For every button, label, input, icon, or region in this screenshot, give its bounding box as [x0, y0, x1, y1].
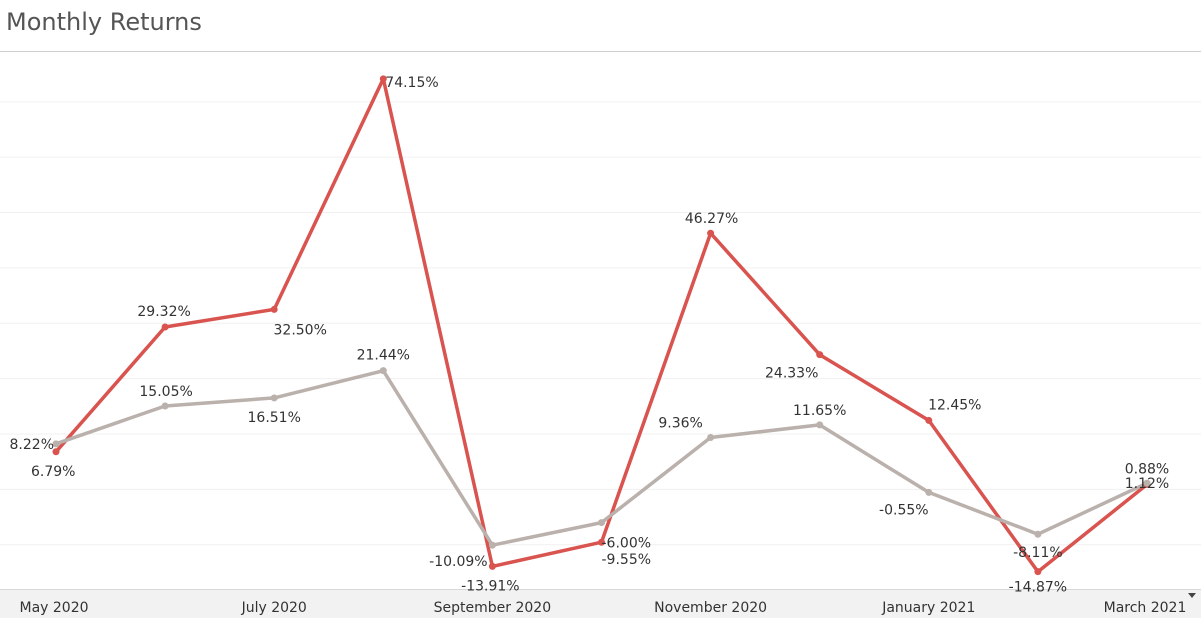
data-label: -8.11%	[1013, 545, 1063, 561]
data-point[interactable]	[161, 402, 169, 410]
title-divider	[0, 51, 1201, 52]
data-label: 29.32%	[137, 304, 190, 320]
axis-menu-chevron-down-icon[interactable]	[1188, 593, 1196, 598]
data-point[interactable]	[816, 421, 824, 429]
data-label: -13.91%	[461, 578, 519, 594]
data-point[interactable]	[52, 448, 60, 456]
data-label: 46.27%	[685, 211, 738, 227]
x-tick-label: November 2020	[654, 600, 767, 616]
data-point[interactable]	[1034, 530, 1042, 538]
data-point[interactable]	[816, 351, 824, 359]
series-line-1[interactable]	[54, 368, 1149, 547]
data-label: 1.12%	[1125, 476, 1169, 492]
data-label: 16.51%	[248, 410, 301, 426]
data-point[interactable]	[379, 75, 387, 83]
data-point[interactable]	[925, 416, 933, 424]
data-label: -6.00%	[602, 536, 652, 552]
x-axis-band	[0, 589, 1201, 618]
x-tick-label: March 2021	[1104, 600, 1187, 616]
data-label: -14.87%	[1009, 580, 1067, 596]
data-label: 24.33%	[765, 366, 818, 382]
data-point[interactable]	[707, 229, 715, 237]
chart-title: Monthly Returns	[6, 8, 202, 36]
data-point[interactable]	[1034, 568, 1042, 576]
series-line-0[interactable]	[54, 77, 1149, 574]
data-label: 6.79%	[31, 464, 75, 480]
data-point[interactable]	[1143, 479, 1151, 487]
data-label: 74.15%	[385, 75, 438, 91]
x-tick-label: January 2021	[881, 600, 975, 616]
data-point[interactable]	[598, 519, 605, 527]
data-point[interactable]	[161, 323, 169, 331]
data-label: -0.55%	[879, 502, 929, 518]
data-label: 8.22%	[10, 437, 54, 453]
data-point[interactable]	[270, 305, 278, 313]
data-label: 21.44%	[357, 348, 410, 364]
data-label: -9.55%	[602, 552, 652, 568]
data-label: 9.36%	[658, 416, 702, 432]
data-point[interactable]	[270, 394, 278, 402]
data-label: 15.05%	[139, 384, 192, 400]
x-tick-label: September 2020	[434, 600, 551, 616]
data-label: 0.88%	[1125, 461, 1169, 477]
data-point[interactable]	[707, 434, 715, 442]
x-tick-label: May 2020	[19, 600, 88, 616]
data-label: -10.09%	[429, 554, 487, 570]
data-point[interactable]	[925, 488, 933, 496]
data-point[interactable]	[598, 538, 605, 546]
data-label: 12.45%	[928, 397, 981, 413]
data-point[interactable]	[488, 562, 496, 570]
data-point[interactable]	[379, 367, 387, 375]
data-point[interactable]	[488, 541, 496, 549]
data-label: 11.65%	[793, 403, 846, 419]
data-point[interactable]	[52, 440, 60, 448]
x-tick-label: July 2020	[241, 600, 307, 616]
data-label: 32.50%	[274, 322, 327, 338]
